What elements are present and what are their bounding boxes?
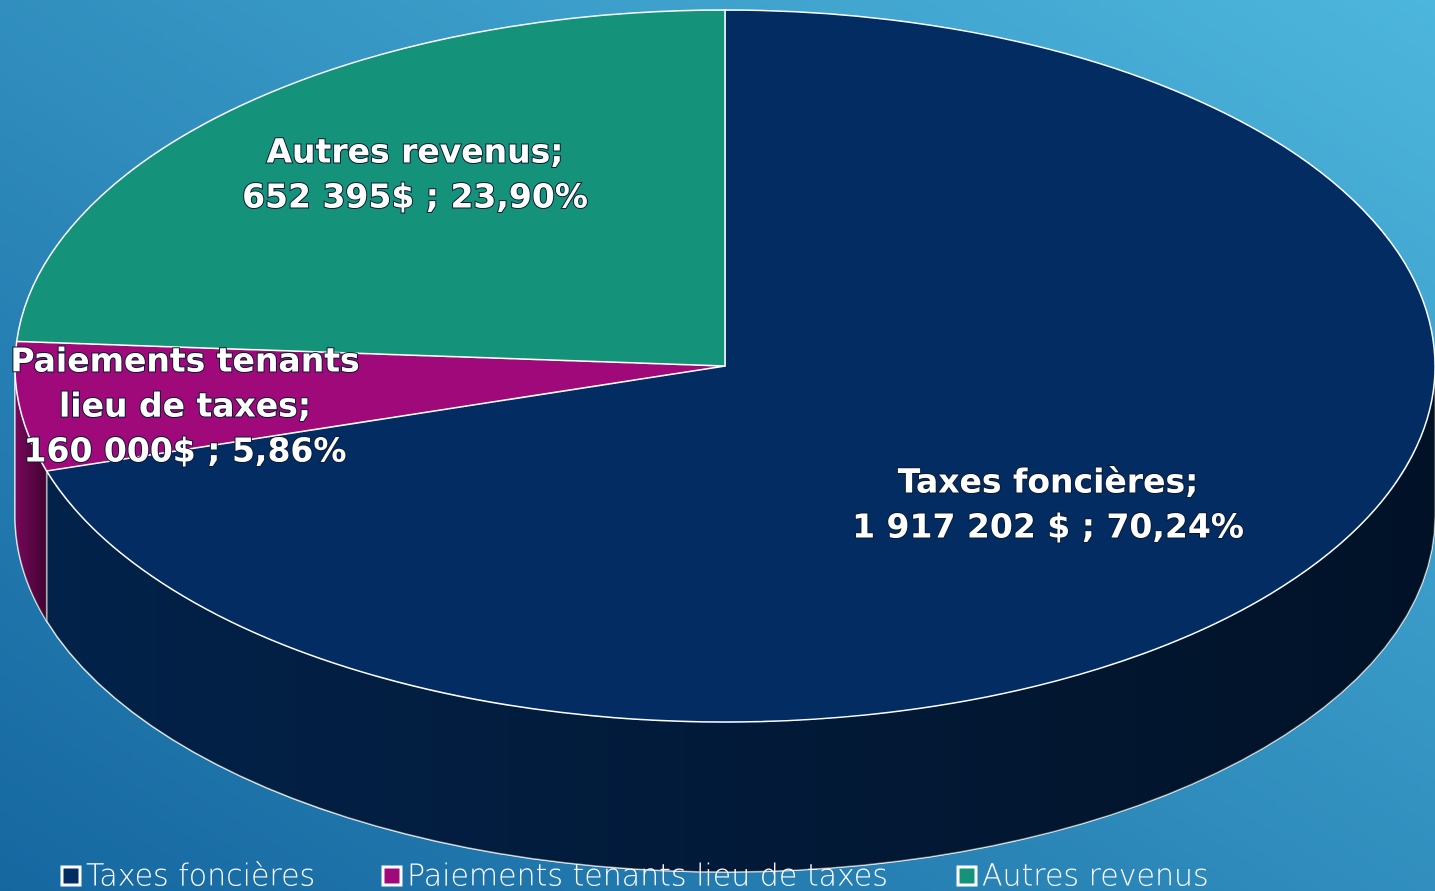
pie-side-shade: [15, 366, 47, 621]
data-label-name: lieu de taxes;: [59, 386, 311, 425]
pie-slice: [14, 340, 726, 472]
labels: Taxes foncières; 1 917 202 $ ; 70,24% Paie…: [9, 131, 1245, 547]
legend-swatch: [60, 865, 82, 887]
legend-swatch: [956, 865, 978, 887]
legend-label: Taxes foncières: [86, 859, 315, 891]
data-label-value: 160 000$ ; 5,86%: [24, 431, 347, 470]
legend-label: Paiements tenants lieu de taxes: [407, 859, 888, 891]
data-label-name: Taxes foncières;: [898, 462, 1199, 501]
pie-slice: [15, 9, 726, 367]
pie: [14, 9, 1435, 873]
pie-side-shade: [46, 366, 1435, 872]
data-label-value: 652 395$ ; 23,90%: [242, 177, 588, 216]
data-label-name: Paiements tenants: [10, 341, 359, 380]
pie-slice: [45, 9, 1435, 723]
legend-swatch: [381, 865, 403, 887]
data-label-value: 1 917 202 $ ; 70,24%: [852, 507, 1244, 546]
data-label-name: Autres revenus;: [267, 132, 564, 171]
legend-label: Autres revenus: [982, 859, 1209, 891]
legend: Taxes foncières Paiements tenants lieu de…: [60, 859, 1209, 891]
